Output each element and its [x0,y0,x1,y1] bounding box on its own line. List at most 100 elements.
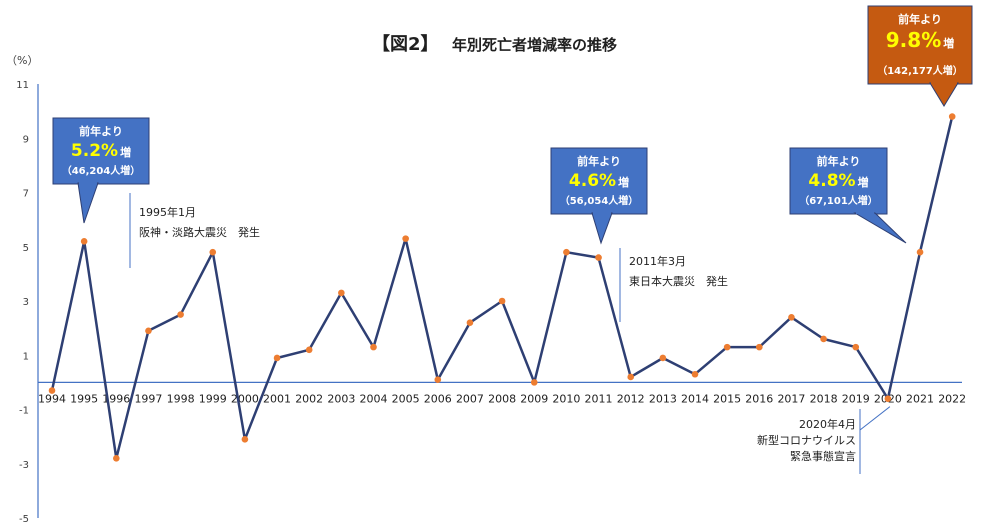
callout-pointer [929,82,959,107]
data-point [691,370,699,378]
data-point [145,327,152,335]
callout-suffix: 増 [618,175,629,189]
chart-axes: 11 9 7 5 3 1 -1 -3 -5 1994 1995 1996 1997 1998 1999 200… [16,80,966,525]
y-tick-label: 5 [23,243,29,254]
callout-value: 4.6% 増 [569,171,629,191]
data-point [916,248,924,256]
data-point [723,343,731,351]
x-tick-label: 2008 [488,392,516,405]
x-tick-label: 2019 [842,392,870,405]
data-point [820,335,827,343]
callout-line1: 前年より [79,124,123,138]
data-point [466,319,474,327]
x-tick-label: 2012 [617,392,645,405]
x-tick-label: 2013 [649,392,677,405]
x-tick-label: 1997 [134,392,162,405]
callout-pointer [591,212,613,245]
callout-suffix: 増 [120,145,131,159]
annotation-text: 東日本大震災 発生 [629,274,728,288]
callout-suffix: 増 [858,175,869,189]
callout-box [867,5,973,85]
annotation-text: 2011年3月 [629,254,686,268]
x-tick-label: 2005 [392,392,420,405]
callout-line3: （142,177人増） [877,64,963,77]
y-axis-unit-label: （%） [6,54,38,67]
data-point [498,297,506,305]
y-tick-label: 7 [23,189,29,200]
data-point [113,455,120,462]
x-tick-label: 1998 [167,392,195,405]
data-point [852,343,860,351]
x-tick-label: 2011 [585,392,613,405]
callout-box [789,147,888,215]
callout-value: 5.2% 増 [71,141,131,161]
annotation-text: 阪神・淡路大震災 発生 [139,225,260,239]
x-tick-label: 2014 [681,392,709,405]
y-tick-label: -1 [19,406,29,417]
data-point [209,248,217,256]
x-tick-label: 2021 [906,392,934,405]
y-tick-label: 9 [23,134,29,145]
annotation-text: 2020年4月 [799,417,856,431]
callout-line1: 前年より [817,154,861,168]
y-tick-label: -3 [19,460,29,471]
callout-line1: 前年より [577,154,621,168]
data-point [948,113,956,120]
data-point [595,254,602,261]
y-tick-label: 11 [16,80,29,91]
annotation-text: 1995年1月 [139,205,196,219]
callout-suffix: 増 [943,36,954,50]
x-tick-label: 2002 [295,392,323,405]
x-tick-label: 1994 [38,392,66,405]
x-tick-label: 2004 [360,392,388,405]
data-point [177,311,184,318]
x-tick-label: 1995 [70,392,98,405]
callout-line3: （56,054人増） [560,194,639,207]
data-point [338,289,345,297]
data-point [756,343,763,351]
annotation-leader [859,406,891,431]
callout-pct: 4.6% [569,171,616,191]
data-point [241,436,249,443]
data-point [434,376,442,383]
callout-1995: 前年より 5.2% 増 （46,204人増） [52,117,150,224]
x-tick-label: 2006 [424,392,452,405]
x-tick-label: 1996 [102,392,130,405]
callout-pct: 9.8% [886,28,941,52]
callout-line1: 前年より [898,12,942,26]
callout-value: 4.8% 増 [808,171,868,191]
callout-line3: （67,101人増） [799,194,878,207]
callout-line3: （46,204人増） [62,164,141,177]
callout-2021: 前年より 4.8% 増 （67,101人増） [789,147,907,244]
x-tick-label: 2016 [745,392,773,405]
callout-pct: 5.2% [71,141,118,161]
chart-title: 【図2】 年別死亡者増減率の推移 [372,34,617,55]
data-point [370,343,377,351]
x-tick-label: 1999 [199,392,227,405]
callout-box [52,117,150,185]
data-point [563,248,570,256]
callout-value: 9.8% 増 [886,28,954,52]
callout-2022: 前年より 9.8% 増 （142,177人増） [867,5,973,107]
x-tick-label: 2007 [456,392,484,405]
annotation-text: 新型コロナウイルス [757,433,856,447]
data-point [80,238,88,245]
callout-2011: 前年より 4.6% 増 （56,054人増） [550,147,648,245]
x-tick-label: 2003 [327,392,355,405]
data-point [305,346,313,354]
x-tick-label: 2018 [810,392,838,405]
annotation-text: 緊急事態宣言 [790,449,856,463]
x-tick-label: 2000 [231,392,259,405]
series-line-group [48,113,956,462]
data-point [48,387,56,394]
data-point [659,354,667,362]
x-tick-label: 2001 [263,392,291,405]
x-tick-label: 2010 [552,392,580,405]
x-tick-label: 2015 [713,392,741,405]
callout-pct: 4.8% [808,171,855,191]
y-tick-label: 3 [23,297,29,308]
y-tick-label: -5 [19,514,29,525]
x-tick-label: 2022 [938,392,966,405]
